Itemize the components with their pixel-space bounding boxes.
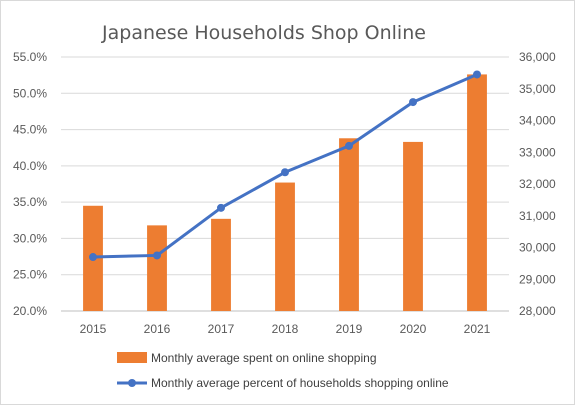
right-axis-tick-label: 29,000 bbox=[519, 272, 556, 286]
right-axis-tick-label: 32,000 bbox=[519, 177, 556, 191]
x-axis-tick-label: 2020 bbox=[400, 322, 427, 336]
legend-line-marker bbox=[128, 379, 136, 387]
x-axis-tick-label: 2018 bbox=[272, 322, 299, 336]
bar bbox=[211, 218, 231, 311]
line-point bbox=[217, 203, 225, 212]
legend-bar-label: Monthly average spent on online shopping bbox=[151, 351, 377, 365]
legend-bar-swatch bbox=[117, 352, 147, 363]
bar bbox=[467, 74, 487, 311]
bar-series bbox=[83, 74, 487, 311]
right-axis-tick-label: 34,000 bbox=[519, 114, 556, 128]
x-axis: 2015 2016 2017 2018 2019 2020 2021 bbox=[80, 322, 491, 336]
line-point bbox=[89, 253, 97, 262]
right-axis-tick-label: 35,000 bbox=[519, 82, 556, 96]
left-axis-tick-label: 35.0% bbox=[13, 195, 47, 209]
x-axis-tick-label: 2015 bbox=[80, 322, 107, 336]
left-axis-tick-label: 40.0% bbox=[13, 159, 47, 173]
chart-title: Japanese Households Shop Online bbox=[101, 22, 426, 44]
right-axis-tick-label: 28,000 bbox=[519, 304, 556, 318]
right-axis-tick-label: 31,000 bbox=[519, 209, 556, 223]
x-axis-tick-label: 2019 bbox=[336, 322, 363, 336]
left-axis-tick-label: 30.0% bbox=[13, 231, 47, 245]
x-axis-tick-label: 2017 bbox=[208, 322, 235, 336]
line-point bbox=[409, 98, 417, 107]
left-axis-tick-label: 50.0% bbox=[13, 86, 47, 100]
line-point bbox=[473, 70, 481, 79]
legend: Monthly average spent on online shopping… bbox=[117, 351, 449, 390]
line-point bbox=[345, 141, 353, 150]
bar bbox=[275, 182, 295, 311]
left-axis-tick-label: 20.0% bbox=[13, 304, 47, 318]
line-point bbox=[281, 168, 289, 177]
left-axis-tick-label: 45.0% bbox=[13, 123, 47, 137]
right-axis-tick-label: 33,000 bbox=[519, 145, 556, 159]
left-axis: 20.0% 25.0% 30.0% 35.0% 40.0% 45.0% 50.0% 55.0% bbox=[13, 50, 47, 318]
left-axis-tick-label: 55.0% bbox=[13, 50, 47, 64]
right-axis-tick-label: 30,000 bbox=[519, 241, 556, 255]
bar bbox=[147, 225, 167, 311]
line-point bbox=[153, 251, 161, 260]
right-axis: 28,000 29,000 30,000 31,000 32,000 33,000 34,0… bbox=[519, 50, 556, 318]
bar bbox=[403, 141, 423, 311]
bar bbox=[339, 138, 359, 311]
right-axis-tick-label: 36,000 bbox=[519, 50, 556, 64]
left-axis-tick-label: 25.0% bbox=[13, 268, 47, 282]
legend-line-label: Monthly average percent of households sh… bbox=[151, 376, 449, 390]
line-series bbox=[89, 70, 481, 262]
x-axis-tick-label: 2021 bbox=[464, 322, 491, 336]
x-axis-tick-label: 2016 bbox=[144, 322, 171, 336]
